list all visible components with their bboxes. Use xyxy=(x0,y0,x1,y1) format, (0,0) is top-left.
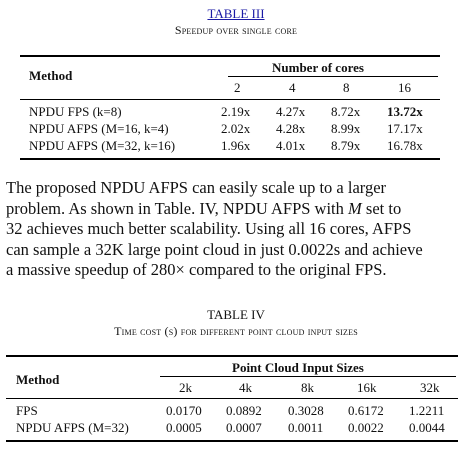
paragraph-line: The proposed NPDU AFPS can easily scale … xyxy=(6,178,387,197)
table3-cell: 8.72x xyxy=(331,104,361,119)
table4-col-header: 16k xyxy=(357,380,377,395)
table3-title: Speedup over single core xyxy=(174,23,298,37)
table4-row-method: NPDU AFPS (M=32) xyxy=(16,420,129,435)
table4-col-header: 4k xyxy=(239,380,252,395)
math-symbol-m: M xyxy=(348,198,362,218)
table3-cell: 4.28x xyxy=(276,121,306,136)
table4-cell: 0.0005 xyxy=(166,420,202,435)
table4-cell: 0.0007 xyxy=(226,420,262,435)
table4-top-rule xyxy=(6,355,458,357)
table3-col-header: 4 xyxy=(289,80,296,95)
table4-group-rule xyxy=(160,376,456,377)
table3-col-header: 2 xyxy=(234,80,241,95)
table4-cell: 0.0011 xyxy=(288,420,324,435)
table3-cell: 8.79x xyxy=(331,138,361,153)
table3-label: TABLE III xyxy=(0,6,472,22)
paragraph-line: can sample a 32K large point cloud in ju… xyxy=(6,239,423,259)
table4-method-header: Method xyxy=(16,372,60,387)
table3-cell-best: 13.72x xyxy=(387,104,423,119)
paragraph-line: a massive speedup of 280× compared to th… xyxy=(6,260,387,279)
table3-group-rule xyxy=(228,76,438,77)
table3-cell: 16.78x xyxy=(387,138,423,153)
table3-cell: 2.19x xyxy=(221,104,251,119)
table3-bottom-rule xyxy=(20,158,440,160)
body-paragraph: The proposed NPDU AFPS can easily scale … xyxy=(6,178,466,281)
table3-cell: 4.27x xyxy=(276,104,306,119)
table3-cell: 8.99x xyxy=(331,121,361,136)
table4-col-header: 2k xyxy=(179,380,192,395)
table3-mid-rule xyxy=(20,99,440,100)
table4-col-header: 8k xyxy=(301,380,314,395)
table4-mid-rule xyxy=(6,398,458,399)
paragraph-line: 32 achieves much better scalability. Usi… xyxy=(6,219,412,238)
table4-label: TABLE IV xyxy=(207,307,265,322)
table4-cell: 0.0892 xyxy=(226,403,262,418)
table3-group-header: Number of cores xyxy=(272,60,364,75)
table3-cell: 2.02x xyxy=(221,121,251,136)
table3-cell: 17.17x xyxy=(387,121,423,136)
table3-method-header: Method xyxy=(29,68,73,83)
table3-col-header: 8 xyxy=(343,80,350,95)
table4-cell: 0.0170 xyxy=(166,403,202,418)
table4-cell: 0.6172 xyxy=(348,403,384,418)
table3-label-link[interactable]: TABLE III xyxy=(207,6,265,21)
table4-cell: 0.0022 xyxy=(348,420,384,435)
table3-row-method: NPDU AFPS (M=16, k=4) xyxy=(29,121,169,136)
table4-col-header: 32k xyxy=(420,380,440,395)
table3-cell: 1.96x xyxy=(221,138,251,153)
table3-row-method: NPDU FPS (k=8) xyxy=(29,104,122,119)
table4-bottom-rule xyxy=(6,440,458,442)
table4-cell: 1.2211 xyxy=(409,403,445,418)
table3-col-header: 16 xyxy=(398,80,411,95)
table3-row-method: NPDU AFPS (M=32, k=16) xyxy=(29,138,176,153)
table4-cell: 0.0044 xyxy=(409,420,445,435)
table4-title: Time cost (s) for different point cloud … xyxy=(114,324,358,338)
table4-cell: 0.3028 xyxy=(288,403,324,418)
table4-group-header: Point Cloud Input Sizes xyxy=(232,360,364,375)
table3-cell: 4.01x xyxy=(276,138,306,153)
table4-row-method: FPS xyxy=(16,403,38,418)
paragraph-line: problem. As shown in Table. IV, NPDU AFP… xyxy=(6,198,402,218)
table3-top-rule xyxy=(20,55,440,57)
